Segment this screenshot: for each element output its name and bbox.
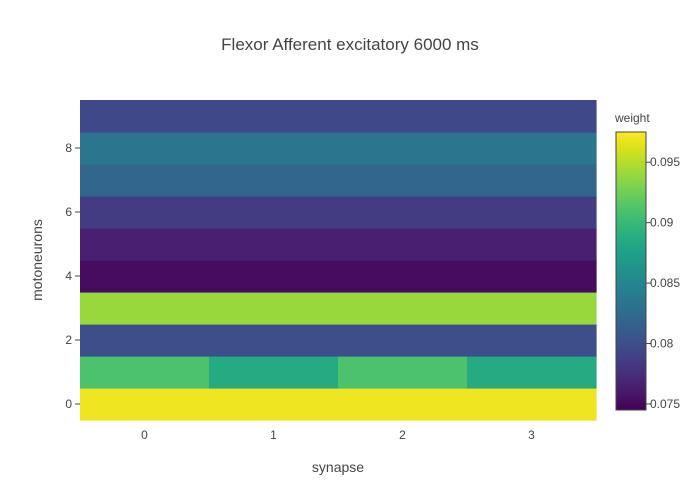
colorbar-gradient xyxy=(615,131,647,411)
heatmap-cell xyxy=(338,228,468,261)
y-tick-label: 4 xyxy=(65,269,72,283)
heatmap-cell xyxy=(209,260,339,293)
colorbar-tick-label: 0.075 xyxy=(650,397,680,411)
colorbar-ticks: 0.075 0.08 0.085 0.09 0.095 xyxy=(646,155,680,411)
heatmap-cell xyxy=(338,132,468,165)
heatmap-cell xyxy=(467,260,597,293)
y-axis-title: motoneurons xyxy=(29,219,45,301)
heatmap-cell xyxy=(80,228,210,261)
colorbar-tick-label: 0.08 xyxy=(650,337,674,351)
y-tick-label: 8 xyxy=(65,141,72,155)
heatmap-cell xyxy=(467,132,597,165)
heatmap-cell xyxy=(209,292,339,325)
heatmap-cell xyxy=(467,388,597,421)
x-axis-title: synapse xyxy=(312,459,364,475)
heatmap-cell xyxy=(209,100,339,133)
heatmap-cell xyxy=(80,388,210,421)
x-tick-label: 0 xyxy=(141,428,148,442)
y-tick-label: 0 xyxy=(65,397,72,411)
heatmap-cell xyxy=(209,356,339,389)
chart-title: Flexor Afferent excitatory 6000 ms xyxy=(221,35,479,54)
heatmap-cell xyxy=(209,324,339,357)
heatmap-cell xyxy=(209,388,339,421)
heatmap-cell xyxy=(467,228,597,261)
x-tick-label: 3 xyxy=(528,428,535,442)
heatmap-cell xyxy=(80,356,210,389)
colorbar: weight 0.075 0.08 0.085 0.09 0.095 xyxy=(614,111,680,411)
heatmap-cell xyxy=(80,292,210,325)
y-tick-label: 6 xyxy=(65,205,72,219)
x-tick-label: 2 xyxy=(399,428,406,442)
heatmap-cell xyxy=(338,164,468,197)
heatmap-cell xyxy=(209,196,339,229)
y-axis: 0 2 4 6 8 xyxy=(65,141,80,411)
colorbar-tick-label: 0.095 xyxy=(650,155,680,169)
heatmap-cell xyxy=(209,228,339,261)
heatmap-cells xyxy=(80,100,597,421)
heatmap-cell xyxy=(209,164,339,197)
heatmap-cell xyxy=(338,260,468,293)
colorbar-tick-label: 0.085 xyxy=(650,276,680,290)
heatmap-cell xyxy=(338,100,468,133)
heatmap-cell xyxy=(338,356,468,389)
colorbar-title: weight xyxy=(614,111,650,125)
heatmap-cell xyxy=(467,164,597,197)
heatmap-cell xyxy=(338,388,468,421)
heatmap-cell xyxy=(80,196,210,229)
heatmap-cell xyxy=(80,132,210,165)
heatmap-cell xyxy=(467,356,597,389)
heatmap-cell xyxy=(467,292,597,325)
heatmap-cell xyxy=(338,292,468,325)
heatmap-cell xyxy=(338,196,468,229)
x-tick-label: 1 xyxy=(270,428,277,442)
heatmap-cell xyxy=(80,324,210,357)
heatmap-cell xyxy=(80,100,210,133)
heatmap-cell xyxy=(467,324,597,357)
colorbar-tick-label: 0.09 xyxy=(650,216,674,230)
heatmap-cell xyxy=(467,100,597,133)
heatmap-cell xyxy=(80,260,210,293)
heatmap-cell xyxy=(209,132,339,165)
heatmap-cell xyxy=(80,164,210,197)
heatmap-cell xyxy=(338,324,468,357)
x-axis: 0 1 2 3 xyxy=(141,428,535,442)
y-tick-label: 2 xyxy=(65,333,72,347)
heatmap-cell xyxy=(467,196,597,229)
